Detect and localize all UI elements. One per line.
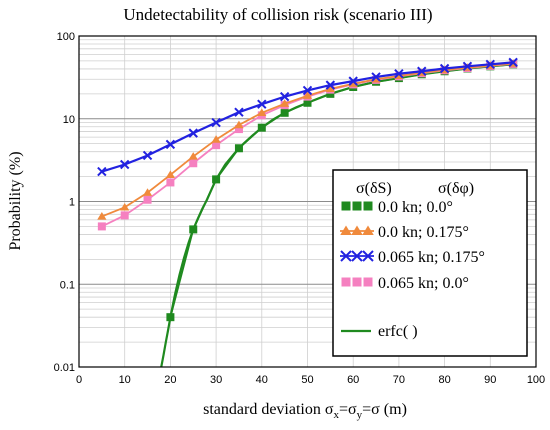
series-2-point	[234, 120, 244, 129]
series-4-point	[97, 222, 106, 231]
series-1-point	[257, 123, 266, 132]
legend-box	[332, 169, 528, 357]
x-axis-label: standard deviation σx=σy=σ (m)	[203, 401, 407, 421]
legend-label: 0.065 kn; 0.175°	[378, 249, 485, 266]
x-tick-label: 0	[76, 374, 82, 386]
x-tick-label: 70	[393, 374, 405, 386]
y-axis-ticks: 0.01 0.1 1 10 100	[54, 31, 75, 374]
series-3-point	[188, 128, 198, 138]
series-3-point	[97, 166, 107, 177]
series-3-point	[165, 139, 176, 150]
legend-header-heading: σ(δφ)	[438, 180, 474, 197]
x-tick-label: 100	[527, 374, 545, 386]
x-axis-label-eq: =σ	[339, 401, 357, 418]
series-4-point	[234, 125, 243, 134]
legend-label: erfc( )	[378, 323, 418, 340]
series-1-point	[166, 313, 175, 322]
legend-swatch-marker	[352, 201, 362, 211]
legend-swatch-marker	[352, 277, 362, 287]
series-2-point	[302, 91, 313, 99]
series-3-point	[394, 69, 404, 79]
x-tick-label: 50	[301, 374, 313, 386]
series-3-point	[348, 76, 358, 86]
series-3	[97, 57, 518, 177]
series-2-point	[188, 152, 198, 160]
x-axis-label-main: standard deviation σ	[203, 401, 334, 418]
legend-label: 0.065 kn; 0.0°	[378, 275, 469, 292]
series-4-point	[166, 178, 175, 187]
x-axis-label-tail: =σ (m)	[362, 401, 407, 418]
x-axis-label-sub-x: x	[333, 409, 339, 421]
x-tick-label: 80	[438, 374, 450, 386]
series-2-point	[120, 202, 130, 211]
series-2-point	[142, 188, 153, 196]
series-4-point	[120, 211, 129, 220]
y-tick-label: 0.01	[54, 362, 75, 374]
x-axis-label-sub-y: y	[357, 409, 363, 421]
legend-label: 0.0 kn; 0.0°	[378, 199, 453, 216]
series-2-point	[257, 108, 267, 117]
legend-entry-4: 0.065 kn; 0.0°	[341, 275, 469, 292]
plot-area-frame	[78, 35, 537, 368]
y-tick-label: 0.1	[60, 279, 75, 291]
x-tick-label: 40	[256, 374, 268, 386]
legend-swatch-marker	[341, 277, 351, 287]
series-4-point	[212, 141, 221, 150]
y-tick-label: 100	[57, 31, 75, 43]
series-layer	[97, 57, 518, 368]
legend-label: 0.0 kn; 0.175°	[378, 224, 469, 241]
series-3-point	[142, 150, 153, 161]
legend-swatch-marker	[341, 201, 351, 211]
series-3-point	[302, 85, 313, 96]
series-2-point	[97, 212, 107, 220]
legend-entries: 0.0 kn; 0.0° 0.0 kn; 0.175° 0.065 kn; 0.17…	[340, 199, 485, 340]
legend-entry-5: erfc( )	[341, 323, 418, 340]
series-2-point	[211, 135, 221, 143]
series-2-point	[280, 99, 290, 107]
x-tick-label: 30	[210, 374, 222, 386]
series-3-point	[119, 159, 130, 170]
series-1-point	[303, 98, 312, 107]
series-3-point	[439, 63, 450, 74]
series-3-point	[257, 99, 267, 109]
legend-entry-3: 0.065 kn; 0.175°	[340, 249, 485, 266]
x-tick-label: 60	[347, 374, 359, 386]
legend-header-speed: σ(δS)	[356, 180, 392, 197]
series-1-point	[234, 144, 243, 153]
series-3-point	[325, 80, 336, 90]
y-tick-label: 1	[69, 197, 75, 209]
legend-entry-1: 0.0 kn; 0.0°	[341, 199, 453, 216]
series-1-point	[326, 89, 335, 98]
series-3-point	[462, 61, 473, 72]
legend-swatch-marker	[363, 201, 373, 211]
series-1-point	[280, 108, 289, 117]
series-3-point	[417, 66, 427, 76]
chart-title: Undetectability of collision risk (scena…	[123, 5, 432, 24]
series-1-point	[212, 175, 221, 184]
series-3-point	[371, 72, 381, 82]
series-4-point	[189, 159, 198, 168]
legend-entry-2: 0.0 kn; 0.175°	[340, 224, 469, 241]
series-3-point	[211, 117, 221, 128]
series-3-point	[279, 91, 290, 102]
series-2-point	[165, 170, 175, 179]
series-1-point	[189, 225, 198, 234]
x-tick-label: 90	[484, 374, 496, 386]
legend: σ(δS) σ(δφ) 0.0 kn; 0.0°0.0 kn; 0.175°0.…	[332, 169, 528, 357]
series-3-point	[234, 107, 244, 117]
series-3-point	[485, 59, 496, 70]
x-axis-ticks: 0 10 20 30 40 50 60 70 80 90 100	[76, 374, 545, 386]
x-tick-label: 20	[164, 374, 176, 386]
y-tick-label: 10	[63, 114, 75, 126]
series-3-point	[508, 57, 518, 68]
legend-swatch-marker	[363, 277, 373, 287]
series-2-point	[348, 79, 358, 87]
y-axis-label: Probability (%)	[7, 151, 24, 250]
series-2-point	[325, 84, 335, 93]
series-4-point	[143, 195, 152, 204]
x-tick-label: 10	[119, 374, 131, 386]
